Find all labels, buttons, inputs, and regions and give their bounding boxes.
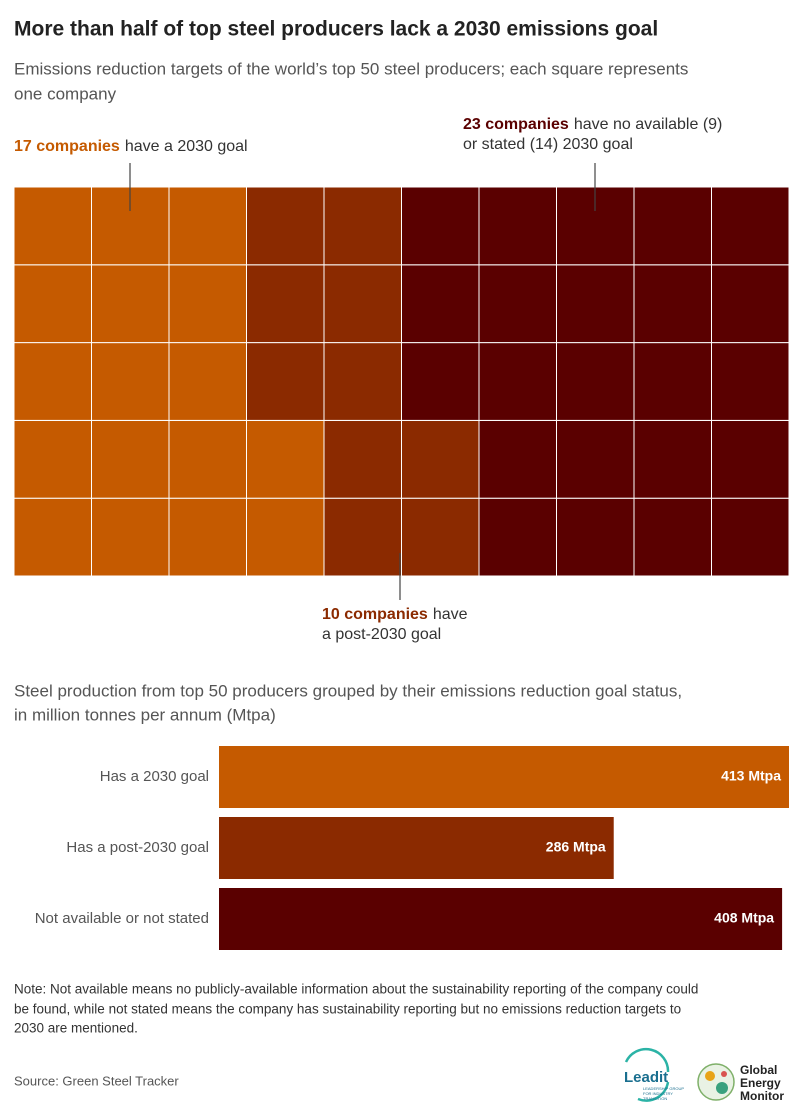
- waffle-square: [91, 264, 170, 344]
- waffle-square: [711, 264, 790, 344]
- logo-text: LEADERSHIP GROUP: [643, 1086, 684, 1091]
- source: Source: Green Steel Tracker: [14, 1073, 179, 1088]
- annotation-highlight: 23 companies: [463, 116, 569, 133]
- waffle-square: [91, 497, 170, 577]
- waffle-square: [478, 186, 557, 266]
- subtitle: Emissions reduction targets of the world…: [14, 59, 688, 78]
- waffle-square: [168, 264, 247, 344]
- annotation-text: have no available (9): [574, 116, 723, 133]
- waffle-square: [633, 342, 712, 421]
- waffle-square: [246, 342, 325, 421]
- annotation-text: or stated (14) 2030 goal: [463, 136, 633, 153]
- annotation-highlight: 10 companies: [322, 606, 428, 623]
- value-label: 413 Mtpa: [721, 768, 781, 784]
- waffle-square: [711, 497, 790, 577]
- waffle-square: [13, 186, 92, 266]
- category-label: Has a 2030 goal: [100, 768, 209, 785]
- waffle-square: [633, 186, 712, 266]
- waffle-square: [711, 186, 790, 266]
- waffle-square: [168, 419, 247, 499]
- waffle-square: [323, 419, 402, 499]
- waffle-square: [91, 342, 170, 421]
- gem-logo: Global Energy Monitor: [697, 1063, 784, 1103]
- waffle-square: [401, 419, 480, 499]
- logo-arc: [637, 1081, 670, 1102]
- waffle-square: [246, 264, 325, 344]
- waffle-square: [478, 419, 557, 499]
- waffle-square: [711, 342, 790, 421]
- note: be found, while not stated means the com…: [14, 1002, 681, 1017]
- waffle-square: [168, 342, 247, 421]
- logo-text: Energy: [740, 1076, 781, 1090]
- leadit-logo: Leadit LEADERSHIP GROUP FOR INDUSTRY TRA…: [624, 1047, 684, 1102]
- waffle-square: [168, 497, 247, 577]
- waffle-square: [401, 264, 480, 344]
- waffle-square: [556, 264, 635, 344]
- annotation: 10 companies have: [322, 606, 468, 623]
- value-label: 286 Mtpa: [546, 839, 606, 855]
- waffle-square: [633, 419, 712, 499]
- waffle-square: [13, 419, 92, 499]
- category-label: Not available or not stated: [35, 910, 209, 927]
- waffle-square: [13, 342, 92, 421]
- annotation-highlight: 17 companies: [14, 138, 120, 155]
- waffle-square: [246, 186, 325, 266]
- waffle-square: [478, 342, 557, 421]
- title: More than half of top steel producers la…: [14, 18, 658, 41]
- waffle-square: [246, 497, 325, 577]
- waffle-square: [633, 497, 712, 577]
- waffle-square: [711, 419, 790, 499]
- logo-dot: [716, 1082, 728, 1094]
- logo-text: Global: [740, 1063, 777, 1077]
- bar: [219, 888, 783, 950]
- waffle-square: [478, 497, 557, 577]
- bar-title: in million tonnes per annum (Mtpa): [14, 705, 276, 724]
- logo-text: Leadit: [624, 1069, 668, 1086]
- logo-dot: [705, 1071, 715, 1081]
- note: 2030 are mentioned.: [14, 1021, 138, 1036]
- value-label: 408 Mtpa: [714, 910, 774, 926]
- subtitle: one company: [14, 84, 117, 103]
- category-label: Has a post-2030 goal: [66, 839, 209, 856]
- waffle-square: [556, 419, 635, 499]
- waffle-square: [556, 342, 635, 421]
- annotation-text: a post-2030 goal: [322, 626, 441, 643]
- waffle-square: [91, 419, 170, 499]
- waffle-square: [168, 186, 247, 266]
- annotation-text: have a 2030 goal: [125, 138, 248, 155]
- annotation-text: have: [433, 606, 468, 623]
- bar-title: Steel production from top 50 producers g…: [14, 681, 682, 700]
- logo-globe: [697, 1063, 735, 1101]
- waffle-square: [401, 497, 480, 577]
- logo-text: FOR INDUSTRY: [643, 1091, 673, 1096]
- annotation: 17 companies have a 2030 goal: [14, 138, 248, 155]
- waffle-square: [401, 186, 480, 266]
- waffle-square: [13, 497, 92, 577]
- logo-text: Monitor: [740, 1089, 784, 1103]
- logo-text: TRANSITION: [643, 1096, 667, 1101]
- waffle-square: [323, 264, 402, 344]
- bar: [219, 817, 614, 879]
- annotation: 23 companies have no available (9): [463, 116, 722, 133]
- waffle-square: [556, 497, 635, 577]
- waffle-square: [323, 342, 402, 421]
- bar: [219, 746, 789, 808]
- waffle-square: [13, 264, 92, 344]
- waffle-square: [246, 419, 325, 499]
- logo-dot: [721, 1071, 727, 1077]
- waffle-square: [401, 342, 480, 421]
- waffle-square: [478, 264, 557, 344]
- logo-arc: [624, 1047, 670, 1073]
- note: Note: Not available means no publicly-av…: [14, 982, 698, 997]
- waffle-square: [323, 497, 402, 577]
- waffle-square: [323, 186, 402, 266]
- waffle-square: [633, 264, 712, 344]
